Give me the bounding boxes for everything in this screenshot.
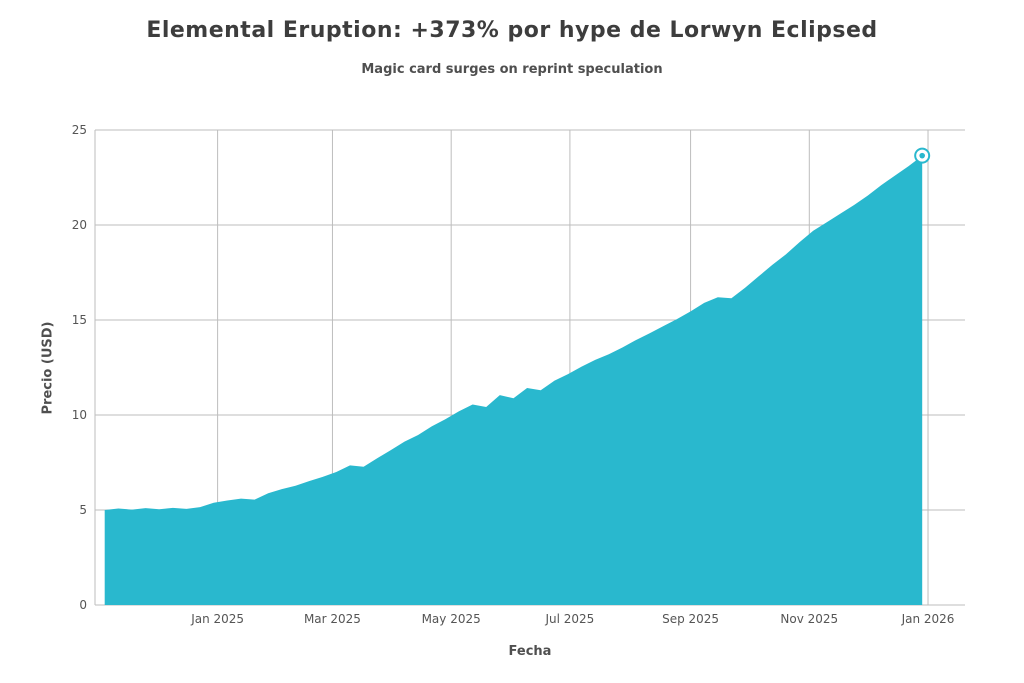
y-tick-label: 10 (72, 408, 87, 422)
x-tick-label: Jan 2026 (901, 612, 955, 626)
end-point-marker-dot (919, 152, 925, 159)
chart-title: Elemental Eruption: +373% por hype de Lo… (146, 18, 878, 43)
x-tick-label: May 2025 (422, 612, 481, 626)
x-tick-label: Jul 2025 (544, 612, 594, 626)
y-axis-label: Precio (USD) (40, 321, 56, 415)
price-area-series (104, 155, 923, 605)
x-tick-label: Sep 2025 (662, 612, 719, 626)
x-tick-label: Jan 2025 (190, 612, 244, 626)
y-tick-label: 20 (72, 218, 87, 232)
y-tick-label: 0 (79, 598, 87, 612)
x-axis-label: Fecha (508, 644, 552, 659)
y-tick-label: 5 (79, 503, 87, 517)
y-tick-label: 25 (72, 123, 87, 137)
y-tick-label: 15 (72, 313, 87, 327)
x-tick-label: Nov 2025 (780, 612, 838, 626)
x-tick-label: Mar 2025 (304, 612, 361, 626)
chart-subtitle: Magic card surges on reprint speculation (361, 62, 663, 77)
